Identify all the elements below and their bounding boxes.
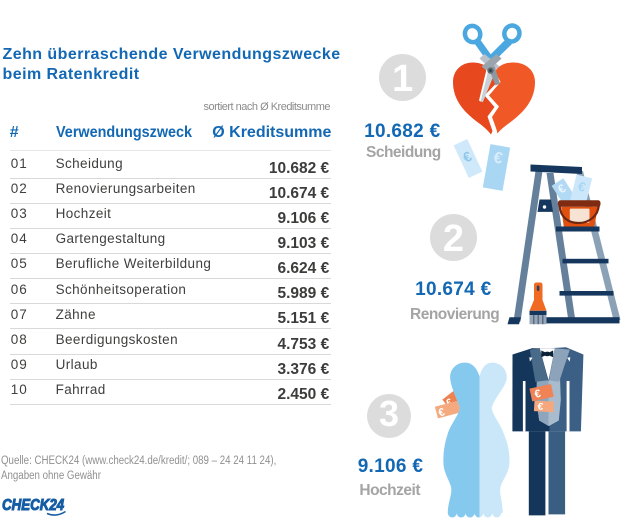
svg-text:€: € <box>437 406 446 419</box>
svg-text:€: € <box>534 388 542 401</box>
svg-text:€: € <box>492 149 504 167</box>
svg-text:€: € <box>577 178 588 194</box>
svg-text:€: € <box>537 402 544 413</box>
